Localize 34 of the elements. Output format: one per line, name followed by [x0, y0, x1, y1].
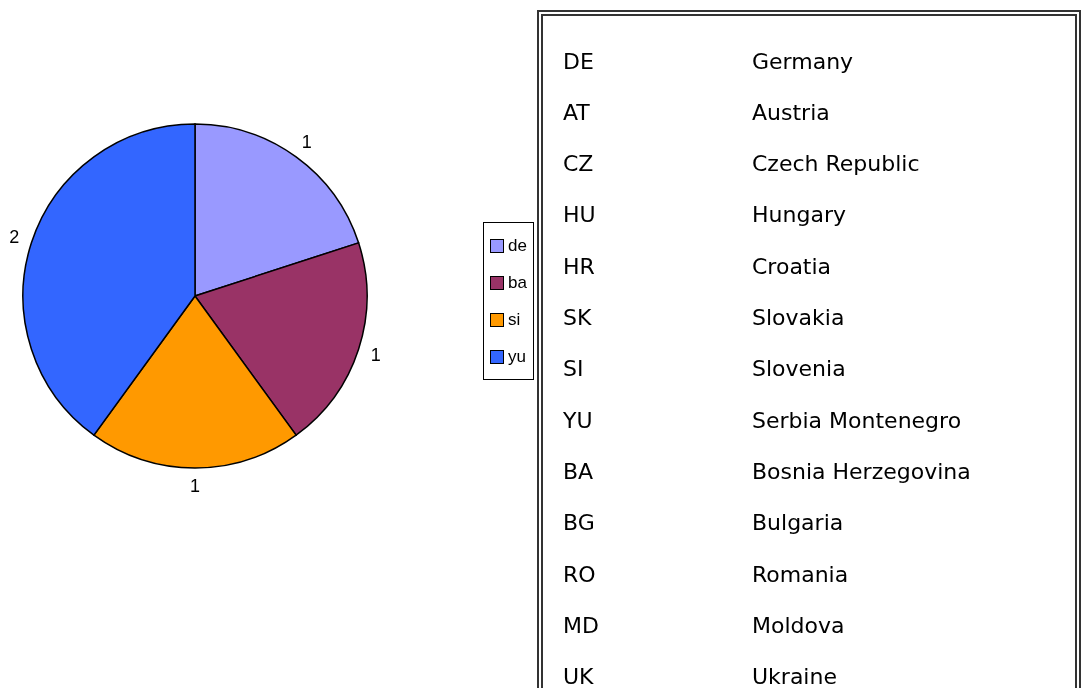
legend-label: si: [508, 309, 521, 330]
text: DE: [563, 48, 595, 74]
text: MD: [563, 612, 600, 638]
text: Slovakia: [752, 305, 845, 330]
data-label: 2: [9, 227, 20, 248]
text: Hungary: [752, 202, 846, 228]
legend-label: ba: [508, 272, 527, 293]
text: BG: [563, 510, 596, 536]
text: SI: [563, 356, 585, 382]
text: YU: [563, 407, 594, 433]
text: AT: [563, 99, 591, 125]
text: BA: [563, 458, 595, 484]
text: Czech Republic: [752, 151, 920, 177]
data-label: 1: [370, 344, 381, 365]
text: Germany: [752, 48, 854, 74]
text: Bulgaria: [752, 510, 844, 536]
text: HU: [563, 202, 597, 228]
text: SK: [563, 305, 593, 330]
text: CZ: [563, 151, 595, 177]
text: Croatia: [752, 253, 832, 279]
data-label: 1: [189, 476, 201, 496]
text: Bosnia Herzegovina: [752, 458, 971, 484]
text: Romania: [752, 561, 849, 587]
text: UK: [563, 664, 595, 688]
text: Serbia Montenegro: [752, 407, 962, 433]
legend-label: yu: [508, 346, 527, 367]
legend-label: de: [508, 235, 527, 256]
text: Austria: [752, 99, 830, 125]
text: Slovenia: [752, 356, 846, 382]
text: Moldova: [752, 612, 845, 638]
text: Ukraine: [752, 664, 837, 688]
data-label: 1: [301, 132, 312, 153]
text: HR: [563, 253, 596, 279]
text: RO: [563, 561, 597, 587]
